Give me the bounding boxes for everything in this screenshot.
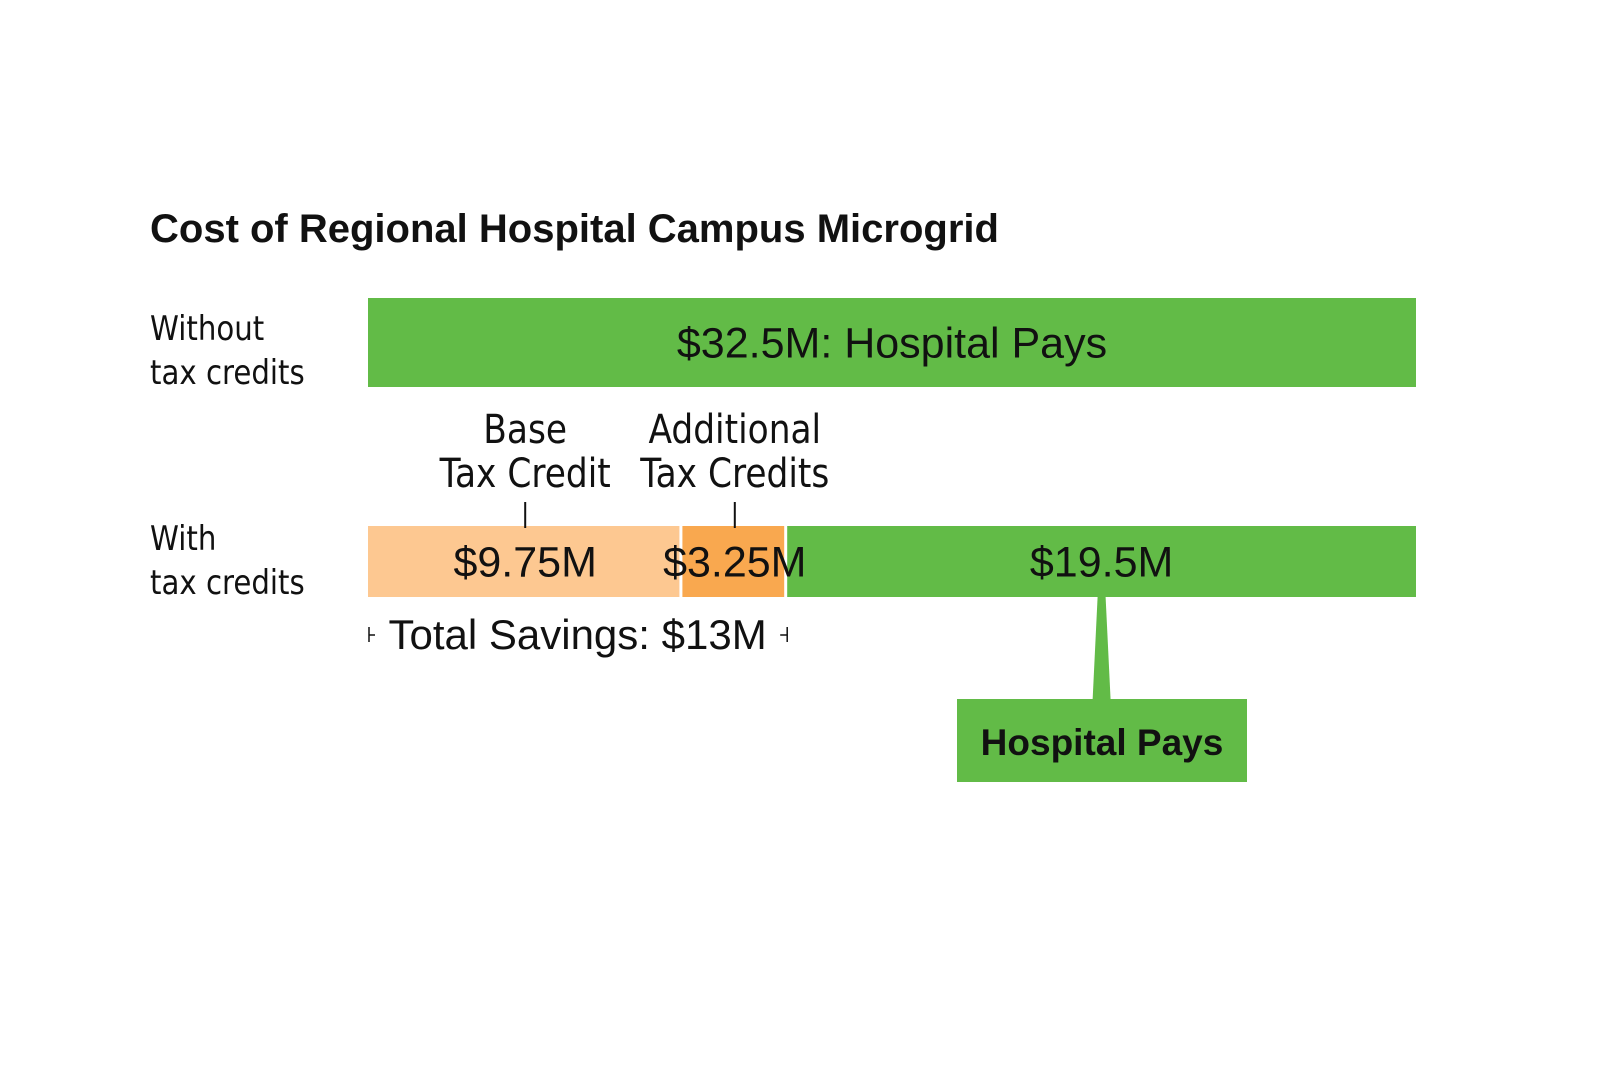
bar-value-label: $9.75M [453, 539, 596, 587]
annotation-label: Tax Credits [639, 449, 829, 496]
annotation-label: Additional [648, 405, 821, 452]
bar-value-label: $3.25M [663, 539, 806, 587]
row-label: Without [150, 310, 264, 349]
annotation-label: Tax Credit [439, 449, 611, 496]
callout-label: Hospital Pays [981, 722, 1224, 763]
total-savings-label: Total Savings: $13M [388, 611, 766, 658]
row-label: With [150, 520, 216, 559]
row-label: tax credits [150, 354, 305, 393]
callout-pointer [1092, 597, 1111, 700]
chart-title: Cost of Regional Hospital Campus Microgr… [150, 207, 999, 251]
callout-box [957, 699, 1247, 782]
annotation-label: Base [483, 405, 567, 452]
row-label: tax credits [150, 564, 305, 603]
bar-segment [787, 526, 1416, 597]
bar-segment [682, 526, 785, 597]
bar-segment [368, 526, 680, 597]
bar-value-label: $32.5M: Hospital Pays [677, 320, 1107, 368]
bar-segment [368, 298, 1416, 387]
bar-value-label: $19.5M [1030, 539, 1173, 587]
